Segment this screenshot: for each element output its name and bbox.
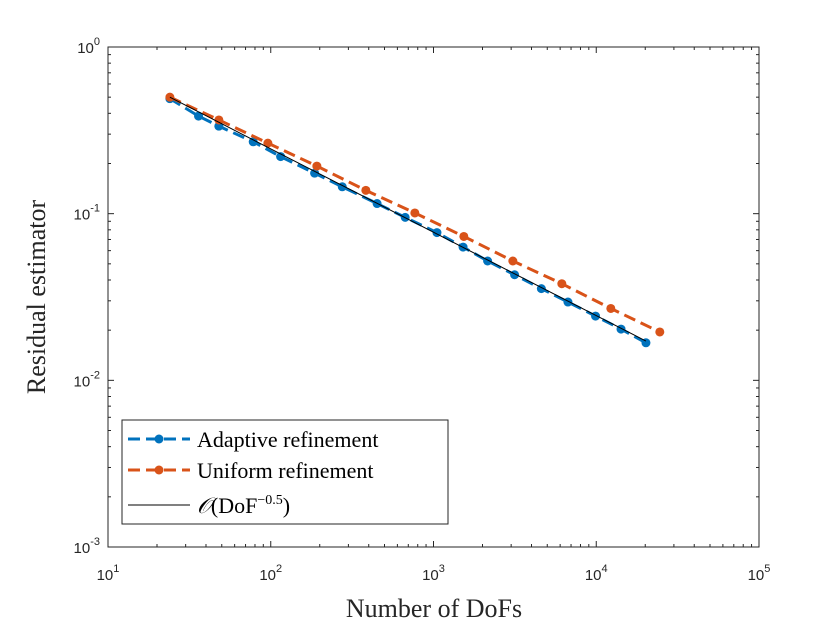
y-tick-label-base: 10 [74,373,91,390]
series-1-point [312,161,322,171]
series-1-point [410,208,420,218]
x-tick-label: 105 [748,563,771,584]
series-1-point [361,185,371,195]
legend-label-reference-base: (DoF [211,493,257,518]
x-tick-label-exp: 3 [439,563,445,575]
y-tick-label: 10-3 [74,536,100,557]
x-axis-title: Number of DoFs [346,594,522,623]
x-tick-label-exp: 4 [602,563,608,575]
y-tick-label: 10-1 [74,203,100,224]
y-tick-label-base: 10 [74,207,91,224]
legend-label-reference-close: ) [283,493,290,518]
x-tick-label-base: 10 [585,567,602,584]
x-tick-label-base: 10 [748,567,765,584]
series-0-point [248,137,258,147]
y-tick-label: 100 [77,36,100,57]
y-tick-label-exp: -2 [90,369,100,381]
x-tick-label-exp: 5 [764,563,770,575]
x-tick-label-exp: 2 [276,563,282,575]
series-1-point [655,327,665,337]
y-tick-label-exp: -3 [90,536,100,548]
plot-layer [165,92,665,348]
y-tick-label: 10-2 [74,369,100,390]
series-1-point [263,138,273,148]
series-0-point [563,297,573,307]
y-tick-label-base: 10 [77,40,94,57]
x-tick-label: 104 [585,563,608,584]
x-tick-label-exp: 1 [113,563,119,575]
x-tick-label-base: 10 [422,567,439,584]
series-1-point [508,256,518,266]
x-tick-label: 102 [259,563,282,584]
series-1-point [459,231,469,241]
series-0-point [194,111,204,121]
series-0-point [310,168,320,178]
series-0-point [591,311,601,321]
y-tick-label-base: 10 [74,540,91,557]
series-1-point [557,279,567,289]
legend-box [121,419,449,525]
series-2-reference-line [169,96,647,342]
series-0-point [276,152,286,162]
legend-marker-uniform [154,465,164,475]
series-0-point [641,338,651,348]
x-tick-label: 103 [422,563,445,584]
legend-label-adaptive: Adaptive refinement [197,427,378,452]
series-0-point [510,270,520,280]
legend-entry-adaptive: Adaptive refinement [128,427,378,452]
legend-label-reference: 𝒪(DoF−0.5) [197,493,290,518]
legend-entry-reference: 𝒪(DoF−0.5) [128,493,290,518]
x-tick-label-base: 10 [97,567,114,584]
legend-label-reference-exp: −0.5 [257,493,282,508]
x-tick-label-base: 10 [259,567,276,584]
legend: Adaptive refinement Uniform refinement 𝒪… [121,419,449,525]
y-axis-title: Residual estimator [22,200,51,395]
series-1-point [606,303,616,313]
y-tick-label-exp: -1 [90,203,100,215]
y-tick-label-exp: 0 [94,36,100,48]
x-tick-label: 101 [97,563,120,584]
legend-entry-uniform: Uniform refinement [128,458,374,483]
series-0-line [169,97,647,345]
series-0-point [616,324,626,334]
tick-layer [107,47,759,548]
series-1-point [214,115,224,125]
legend-marker-adaptive [154,434,164,444]
legend-label-uniform: Uniform refinement [197,458,374,483]
